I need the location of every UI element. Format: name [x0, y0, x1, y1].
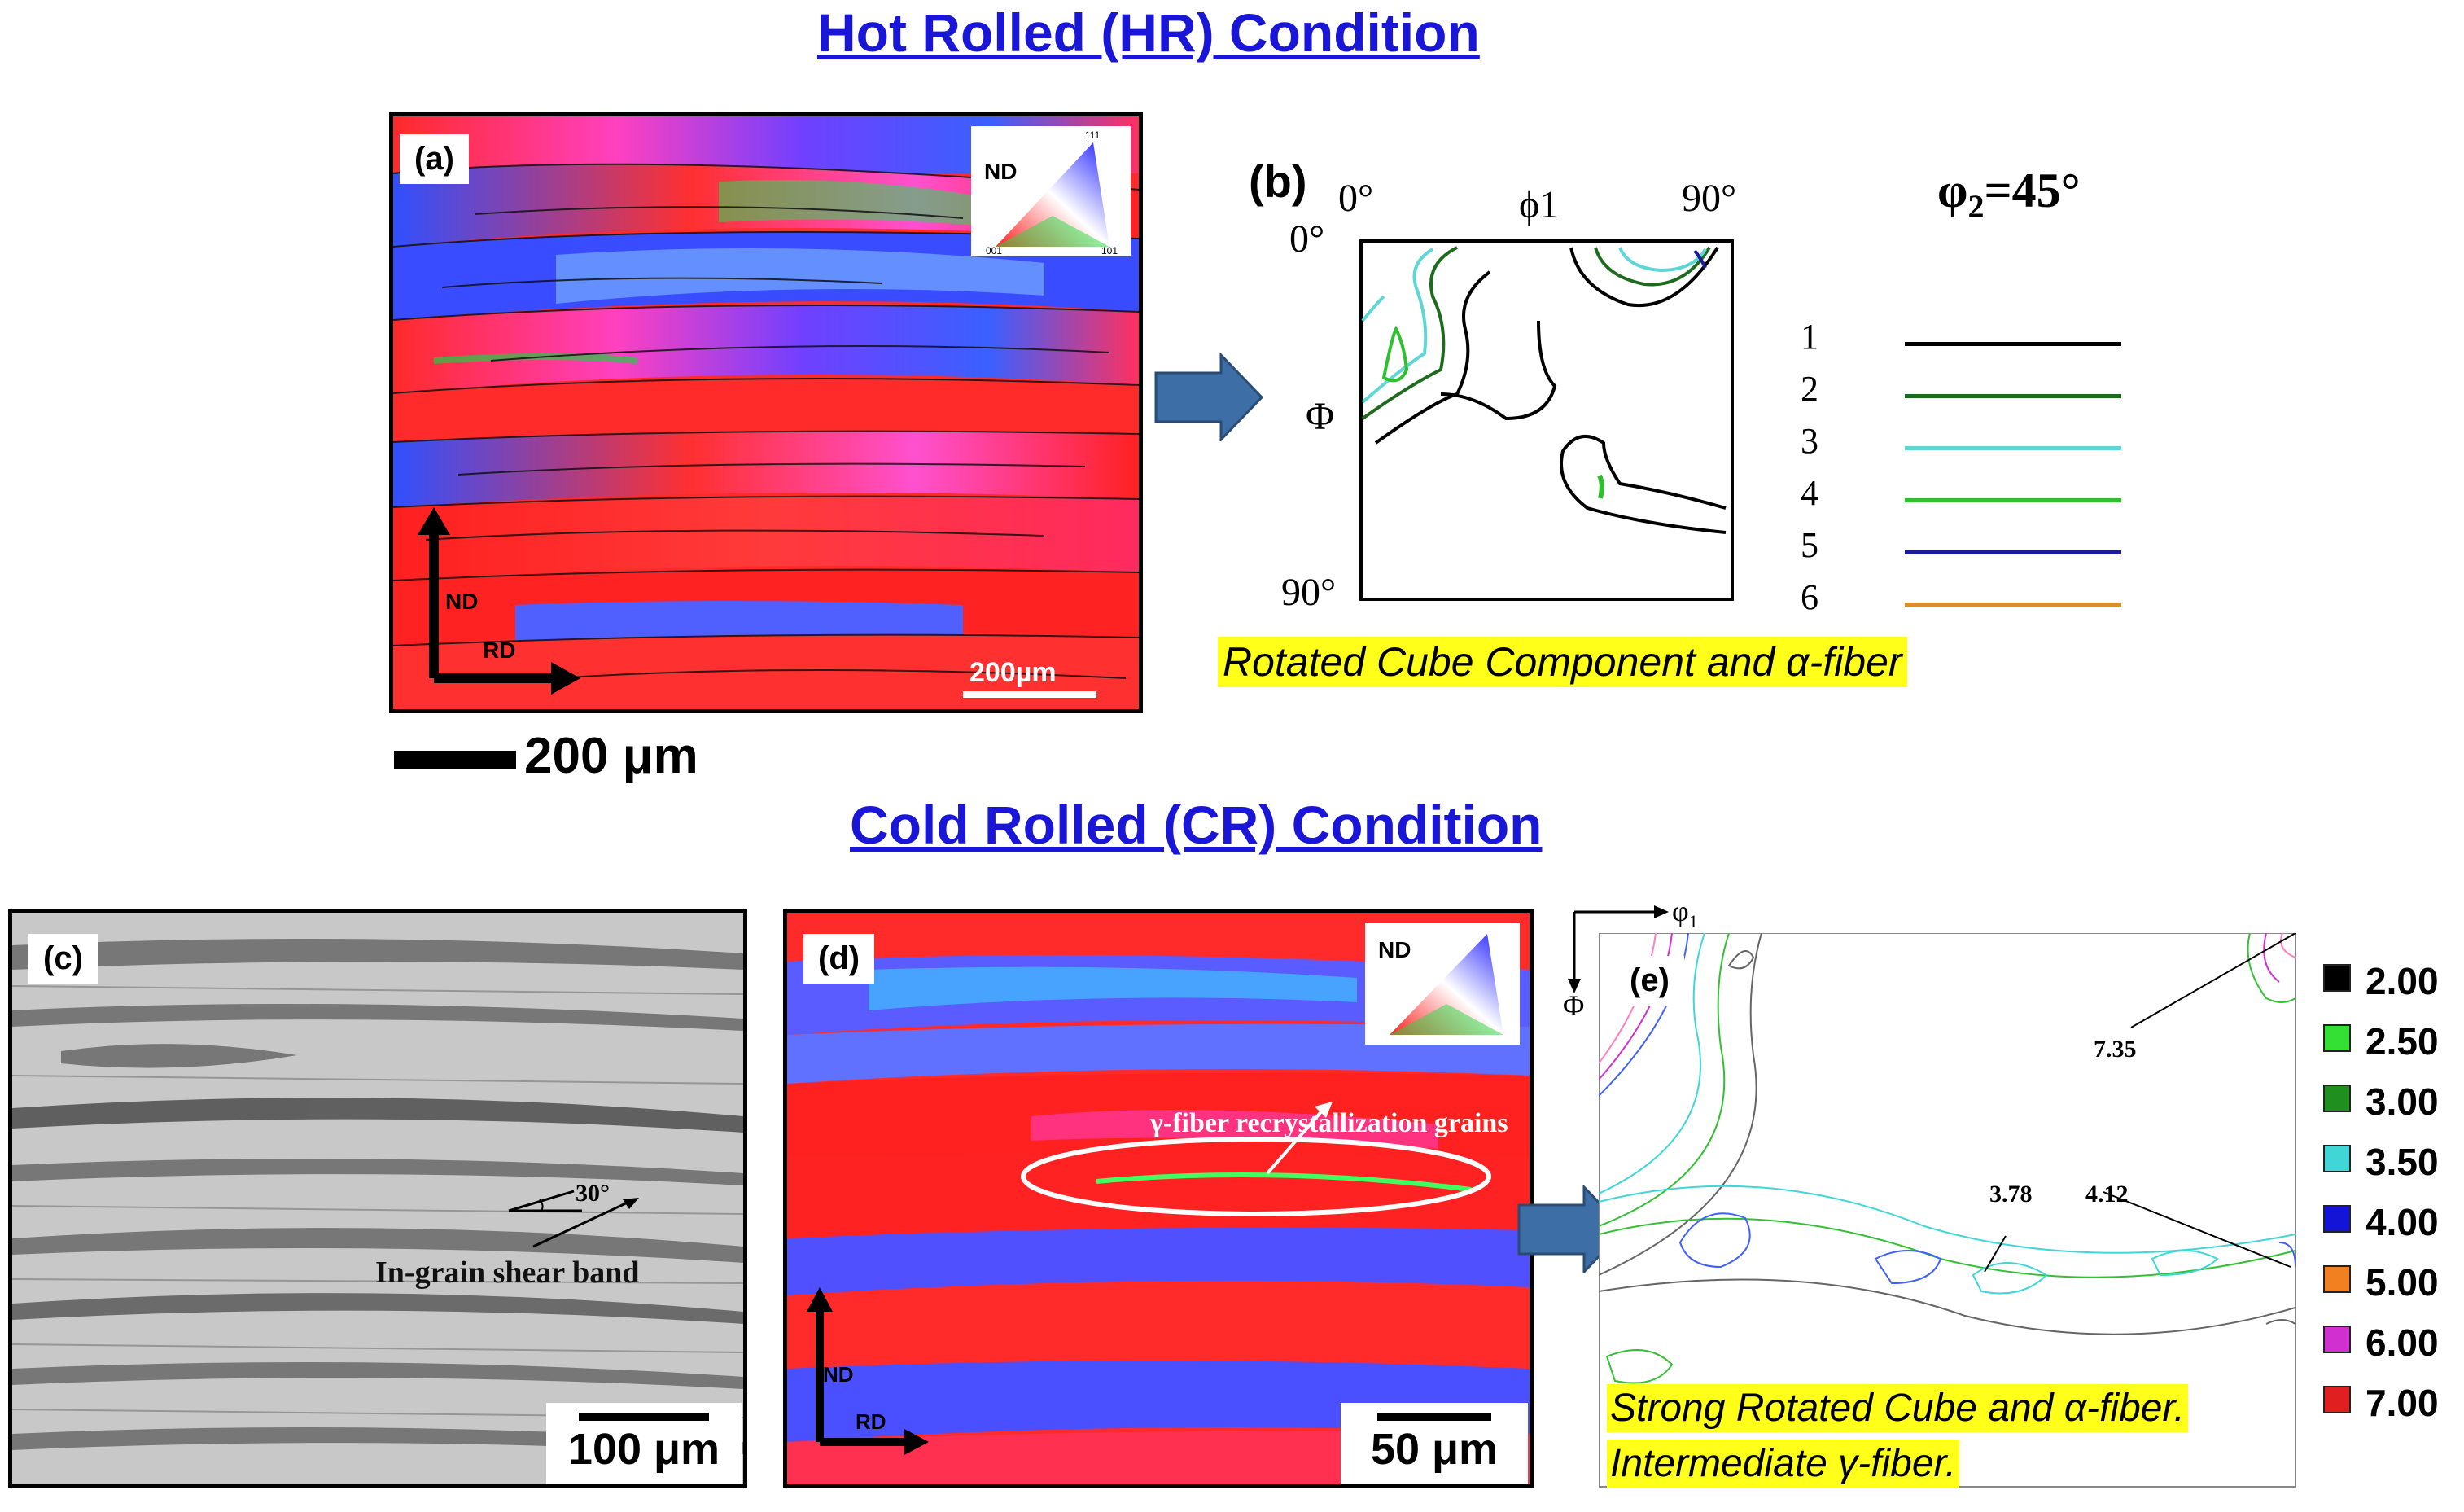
panel-b-odf-section: (b) 0° ϕ1 90° 0° Φ 90° φ2=45° 1 2 3 4 5 … — [1237, 147, 2149, 700]
odf-y-start: 0° — [1289, 217, 1325, 261]
cb-value-7-00: 7.00 — [2366, 1382, 2439, 1424]
cb-value-3-50: 3.50 — [2366, 1141, 2439, 1183]
odf-title: φ2=45° — [1937, 164, 2081, 225]
ipf-triangle-icon — [996, 142, 1109, 247]
axis-phi1-label: φ1 — [1672, 895, 1698, 932]
panel-d-label: (d) — [803, 934, 875, 984]
ipf-corner-001: 001 — [986, 245, 1003, 256]
cb-swatch-3-50 — [2323, 1145, 2351, 1172]
ipf-legend-d: ND — [1365, 923, 1520, 1045]
legend-num-5: 5 — [1801, 525, 1818, 565]
cb-value-6-00: 6.00 — [2366, 1321, 2439, 1364]
panel-b-label: (b) — [1249, 156, 1307, 207]
cb-value-4-00: 4.00 — [2366, 1201, 2439, 1243]
panel-c-micrograph: (c) 30° In-grain shear band 100 μm — [8, 909, 747, 1488]
panel-e-odf-section: φ1 Φ (e) 7.35 3.78 4.12 Strong Rotated C… — [1563, 887, 2458, 1506]
cb-swatch-7-00 — [2323, 1386, 2351, 1413]
ipf-legend: ND 111 001 101 — [971, 126, 1131, 256]
legend-num-4: 4 — [1801, 473, 1818, 513]
odf-value-7-35: 7.35 — [2094, 1036, 2137, 1063]
panel-d-scale-label: 50 μm — [1370, 1425, 1499, 1474]
panel-c-scale: 100 μm — [546, 1403, 742, 1484]
scale-bar-hr-label: 200 μm — [524, 728, 698, 784]
legend-line-1 — [1905, 342, 2121, 346]
legend-num-3: 3 — [1801, 421, 1818, 461]
panel-c-scale-label: 100 μm — [567, 1425, 720, 1474]
legend-num-2: 2 — [1801, 369, 1818, 409]
panel-e-caption-line2: Intermediate γ-fiber. — [1607, 1440, 1960, 1488]
optical-micrograph — [12, 913, 743, 1484]
ipf-corner-111: 111 — [1085, 129, 1101, 141]
legend-num-6: 6 — [1801, 577, 1818, 617]
panel-e-label: (e) — [1615, 956, 1684, 1006]
odf-value-3-78: 3.78 — [1989, 1181, 2033, 1207]
arrow-right-icon-hr — [1154, 353, 1263, 441]
odf-x-end: 90° — [1682, 177, 1737, 220]
legend-num-1: 1 — [1801, 317, 1818, 357]
scale-inside-label: 200µm — [969, 657, 1057, 688]
shear-band-angle: 30° — [576, 1180, 610, 1207]
panel-d-scale: 50 μm — [1341, 1403, 1528, 1484]
cb-value-2-50: 2.50 — [2366, 1020, 2439, 1063]
ipf-nd-label: ND — [984, 159, 1018, 184]
odf-value-4-12: 4.12 — [2085, 1181, 2129, 1207]
shear-band-label: In-grain shear band — [375, 1256, 640, 1290]
panel-a-label: (a) — [400, 134, 469, 184]
legend-line-5 — [1905, 550, 2121, 554]
odf-contour-plot — [1359, 239, 1734, 601]
scale-inside-bar — [963, 691, 1096, 698]
panel-a-ebsd-map: (a) ND 111 001 101 ND RD 200µm — [389, 112, 1143, 713]
odf-y-end: 90° — [1281, 571, 1337, 614]
axis-nd-label-d: ND — [823, 1362, 854, 1387]
legend-line-4 — [1905, 498, 2121, 502]
cb-swatch-2-00 — [2323, 964, 2351, 992]
axis-Phi-label: Φ — [1563, 989, 1585, 1022]
legend-line-2 — [1905, 394, 2121, 398]
axis-rd-label: RD — [483, 638, 516, 663]
legend-line-6 — [1905, 603, 2121, 607]
ipf-corner-101: 101 — [1101, 245, 1118, 256]
panel-d-ebsd-map: (d) ND γ-fiber recrystallization grains … — [783, 909, 1534, 1488]
cb-value-3-00: 3.00 — [2366, 1080, 2439, 1123]
legend-line-3 — [1905, 446, 2121, 450]
odf-x-start: 0° — [1338, 177, 1374, 220]
panel-c-scale-bar — [579, 1413, 709, 1421]
panel-c-label: (c) — [28, 934, 98, 984]
panel-d-scale-bar — [1377, 1413, 1491, 1421]
axis-nd-label: ND — [445, 589, 479, 614]
cb-value-2-00: 2.00 — [2366, 960, 2439, 1002]
cb-swatch-5-00 — [2323, 1265, 2351, 1293]
ipf-nd-label-d: ND — [1378, 937, 1411, 962]
nd-rd-axes-icon — [418, 507, 580, 695]
axis-rd-label-d: RD — [856, 1409, 886, 1434]
cb-value-5-00: 5.00 — [2366, 1261, 2439, 1304]
cb-swatch-6-00 — [2323, 1326, 2351, 1353]
cr-section-title: Cold Rolled (CR) Condition — [850, 795, 1543, 855]
phi-axes-icon — [1568, 905, 1669, 993]
cb-swatch-4-00 — [2323, 1205, 2351, 1233]
ipf-triangle-icon-d — [1390, 934, 1503, 1035]
hr-section-title: Hot Rolled (HR) Condition — [817, 2, 1480, 63]
odf-y-mid: Φ — [1306, 395, 1335, 438]
scale-bar-hr — [394, 751, 516, 769]
cb-swatch-2-50 — [2323, 1024, 2351, 1052]
panel-e-caption-line1: Strong Rotated Cube and α-fiber. — [1607, 1384, 2189, 1432]
gamma-fiber-annotation: γ-fiber recrystallization grains — [1150, 1108, 1508, 1138]
panel-b-caption: Rotated Cube Component and α-fiber — [1218, 637, 1907, 687]
cb-swatch-3-00 — [2323, 1085, 2351, 1112]
odf-x-mid: ϕ1 — [1519, 183, 1560, 226]
